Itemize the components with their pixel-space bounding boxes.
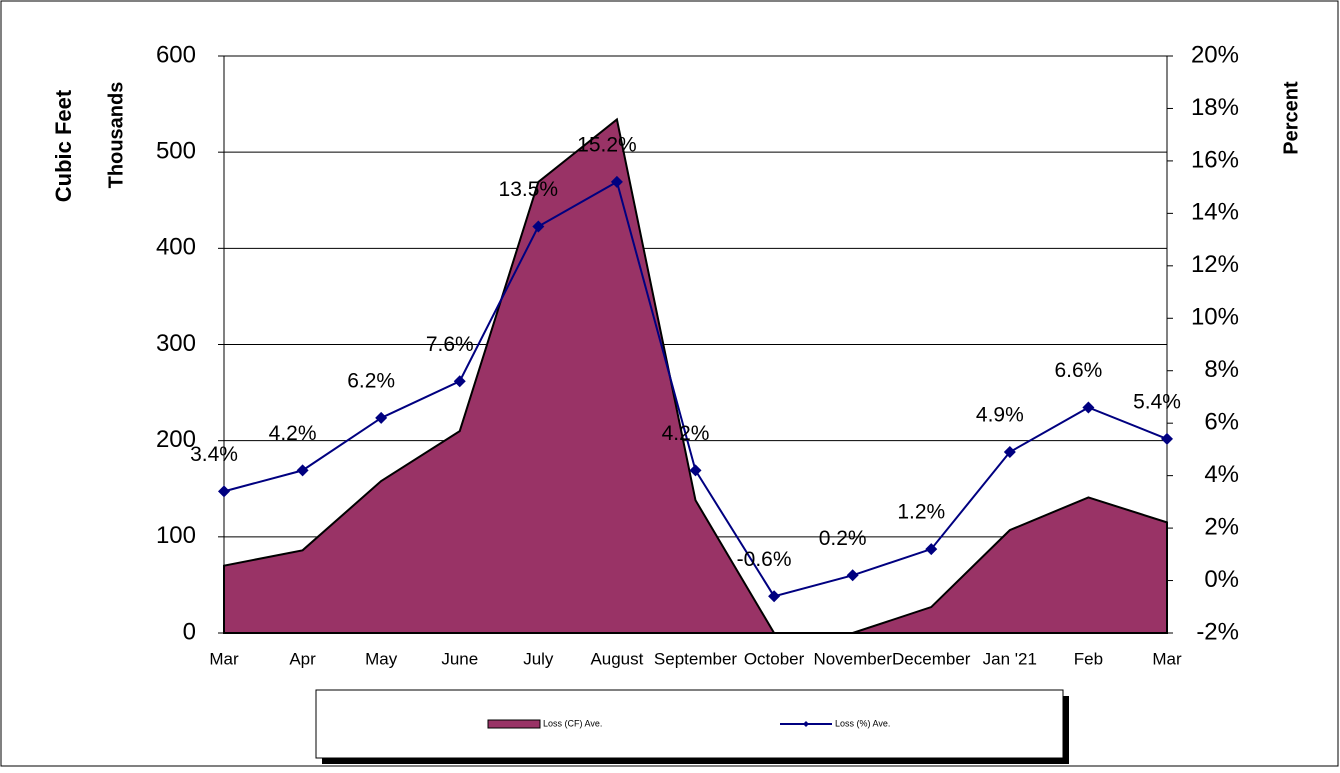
y2-tick-label: 16%: [1191, 146, 1239, 173]
marker: [689, 464, 702, 477]
y-tick-label: 100: [156, 522, 196, 549]
marker: [1161, 432, 1173, 445]
value-label: 3.4%: [190, 443, 238, 466]
legend-marker: [803, 721, 809, 727]
x-tick-label: May: [365, 649, 398, 668]
y2-axis-title: Percent: [1280, 81, 1302, 155]
area: [223, 117, 1168, 634]
marker: [375, 411, 388, 424]
legend-swatch: [487, 719, 541, 729]
value-label: 15.2%: [577, 133, 637, 156]
marker: [1082, 401, 1095, 414]
legend-label: Loss (%) Ave.: [835, 718, 890, 728]
marker: [768, 590, 781, 603]
value-label: 7.6%: [426, 333, 474, 356]
y-tick-label: 600: [156, 41, 196, 68]
marker: [532, 220, 545, 233]
x-tick-label: November: [813, 649, 892, 668]
y2-tick-label: 6%: [1204, 409, 1239, 436]
value-label: 5.4%: [1133, 390, 1181, 413]
x-tick-label: Apr: [289, 649, 316, 668]
value-label: 6.6%: [1054, 359, 1102, 382]
y2-tick-label: 2%: [1204, 513, 1239, 540]
y-axis-subtitle: Thousands: [105, 82, 127, 189]
y2-tick-label: 14%: [1191, 199, 1239, 226]
value-label: 4.9%: [976, 404, 1024, 427]
y2-tick-label: 4%: [1204, 461, 1239, 488]
y2-tick-label: 8%: [1204, 356, 1239, 383]
value-label: 0.2%: [819, 527, 867, 550]
y-tick-label: 400: [156, 234, 196, 261]
value-label: 13.5%: [499, 178, 559, 201]
x-tick-label: December: [892, 649, 971, 668]
y2-tick-label: -2%: [1196, 618, 1239, 645]
value-label: -0.6%: [737, 548, 792, 571]
marker: [925, 543, 938, 556]
y-tick-label: 200: [156, 426, 196, 453]
x-tick-label: Jan '21: [983, 649, 1037, 668]
x-tick-label: Feb: [1074, 649, 1103, 668]
y2-tick-label: 20%: [1191, 41, 1239, 68]
y2-tick-label: 10%: [1191, 304, 1239, 331]
y-tick-label: 500: [156, 138, 196, 165]
value-label: 6.2%: [347, 369, 395, 392]
x-tick-label: August: [590, 649, 643, 668]
y-tick-label: 0: [183, 618, 196, 645]
value-label: 4.2%: [269, 422, 317, 445]
x-tick-label: Mar: [1152, 649, 1182, 668]
x-tick-label: July: [523, 649, 554, 668]
y-tick-label: 300: [156, 330, 196, 357]
x-tick-label: Mar: [209, 649, 239, 668]
marker: [453, 375, 466, 388]
y2-tick-label: 18%: [1191, 94, 1239, 121]
y-axis-title: Cubic Feet: [51, 89, 76, 202]
x-tick-label: June: [441, 649, 478, 668]
x-tick-label: September: [654, 649, 737, 668]
value-label: 4.2%: [662, 422, 710, 445]
legend: [315, 689, 1064, 759]
marker: [610, 175, 623, 188]
marker: [296, 464, 309, 477]
marker: [218, 485, 230, 498]
marker: [846, 569, 859, 582]
y2-tick-label: 0%: [1204, 566, 1239, 593]
legend-label: Loss (CF) Ave.: [543, 718, 602, 728]
y2-tick-label: 12%: [1191, 251, 1239, 278]
x-tick-label: October: [744, 649, 805, 668]
value-label: 1.2%: [897, 501, 945, 524]
marker: [1003, 446, 1016, 459]
